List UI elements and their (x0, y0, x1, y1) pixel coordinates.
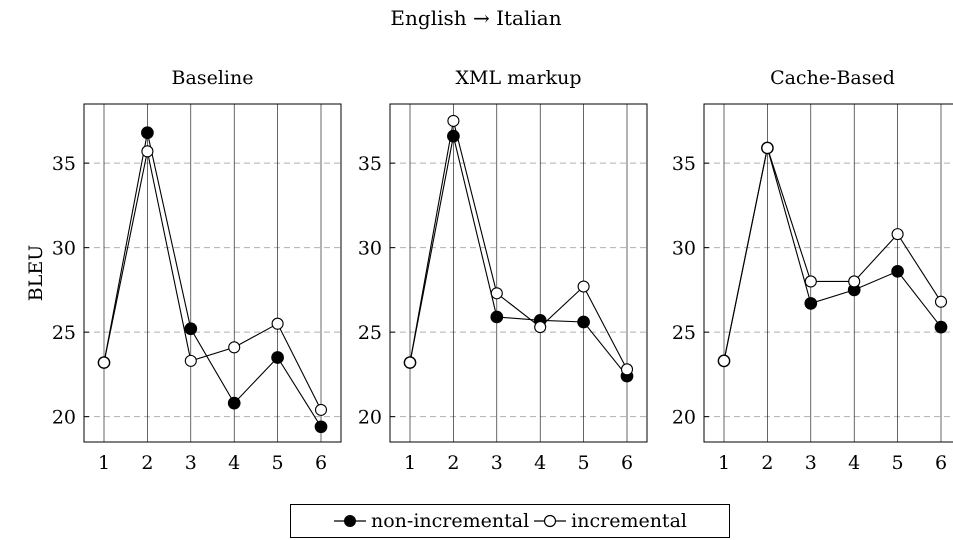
x-tick-label: 2 (761, 452, 773, 474)
x-tick-label: 3 (491, 452, 503, 474)
point-incremental (804, 275, 817, 288)
series-line-non-incremental (723, 147, 942, 361)
y-tick-label: 35 (52, 153, 76, 175)
x-tick-label: 5 (272, 452, 284, 474)
point-non-incremental (490, 310, 504, 324)
x-tick-label: 5 (578, 452, 590, 474)
x-tick-label: 1 (98, 452, 110, 474)
panel-1: Baseline 20 25 30 35 1 2 3 4 5 6 BLEU (25, 67, 342, 474)
x-tick-label: 2 (141, 452, 153, 474)
point-incremental (620, 363, 634, 376)
y-axis-label: BLEU (25, 245, 47, 301)
x-tick-label: 3 (185, 452, 197, 474)
x-tick-label: 1 (404, 452, 416, 474)
y-tick-label: 30 (358, 238, 382, 260)
point-incremental (314, 403, 328, 416)
y-tick-label: 25 (672, 322, 696, 344)
x-tick-label: 2 (447, 452, 459, 474)
y-tick-label: 35 (358, 153, 382, 175)
y-tick-label: 20 (672, 407, 696, 429)
filled-circle-marker-icon (334, 515, 366, 527)
point-incremental (447, 114, 460, 127)
point-incremental (761, 141, 774, 154)
point-non-incremental (271, 351, 284, 364)
point-incremental (271, 317, 284, 330)
x-tick-label: 6 (935, 452, 947, 474)
point-incremental (577, 280, 590, 293)
point-incremental (934, 295, 948, 308)
panel-3: Cache-Based 20 25 30 35 1 2 3 4 5 6 (672, 67, 953, 474)
figure-title: English → Italian (390, 6, 561, 30)
panel-title: Baseline (172, 67, 254, 89)
open-circle-marker-icon (534, 514, 567, 528)
plot-frame (389, 103, 648, 443)
series-line-non-incremental (409, 135, 628, 377)
point-incremental (403, 356, 417, 369)
y-tick-label: 35 (672, 153, 696, 175)
panel-2: XML markup 20 25 30 35 1 2 3 4 5 6 (358, 67, 648, 474)
point-non-incremental (227, 396, 241, 410)
y-tick-label: 25 (358, 322, 382, 344)
point-non-incremental (934, 320, 948, 334)
legend-item-non-incremental: non-incremental (333, 510, 529, 532)
point-incremental (490, 287, 503, 300)
series-line-incremental (409, 120, 628, 370)
x-tick-label: 6 (621, 452, 633, 474)
x-tick-label: 4 (228, 452, 240, 474)
point-incremental (228, 341, 241, 354)
point-non-incremental (314, 420, 328, 434)
plot-frame (703, 103, 953, 443)
point-non-incremental (577, 315, 590, 329)
point-non-incremental (804, 297, 818, 310)
point-non-incremental (891, 264, 904, 278)
point-incremental (534, 321, 547, 334)
x-tick-label: 5 (892, 452, 904, 474)
point-non-incremental (184, 322, 198, 336)
point-non-incremental (141, 126, 154, 140)
legend-item-incremental: incremental (533, 510, 687, 532)
x-tick-label: 6 (315, 452, 327, 474)
point-incremental (184, 354, 197, 367)
series-line-non-incremental (103, 132, 322, 428)
x-tick-label: 1 (718, 452, 730, 474)
panel-title: XML markup (456, 67, 582, 89)
point-incremental (717, 354, 731, 367)
y-tick-label: 20 (52, 407, 76, 429)
point-incremental (97, 356, 111, 369)
y-tick-label: 25 (52, 322, 76, 344)
y-tick-label: 30 (52, 238, 76, 260)
legend-label-non-incremental: non-incremental (371, 510, 530, 532)
point-incremental (891, 228, 904, 241)
x-tick-label: 3 (805, 452, 817, 474)
x-tick-label: 4 (534, 452, 546, 474)
panel-title: Cache-Based (770, 67, 895, 89)
series-line-incremental (103, 151, 322, 411)
series-line-incremental (723, 145, 942, 361)
y-tick-label: 20 (358, 407, 382, 429)
point-incremental (141, 145, 154, 158)
plot-frame (83, 103, 342, 443)
y-tick-label: 30 (672, 238, 696, 260)
legend-label-incremental: incremental (571, 510, 687, 532)
chart-legend: non-incremental incremental (290, 504, 730, 538)
point-incremental (848, 275, 861, 288)
x-tick-label: 4 (848, 452, 860, 474)
